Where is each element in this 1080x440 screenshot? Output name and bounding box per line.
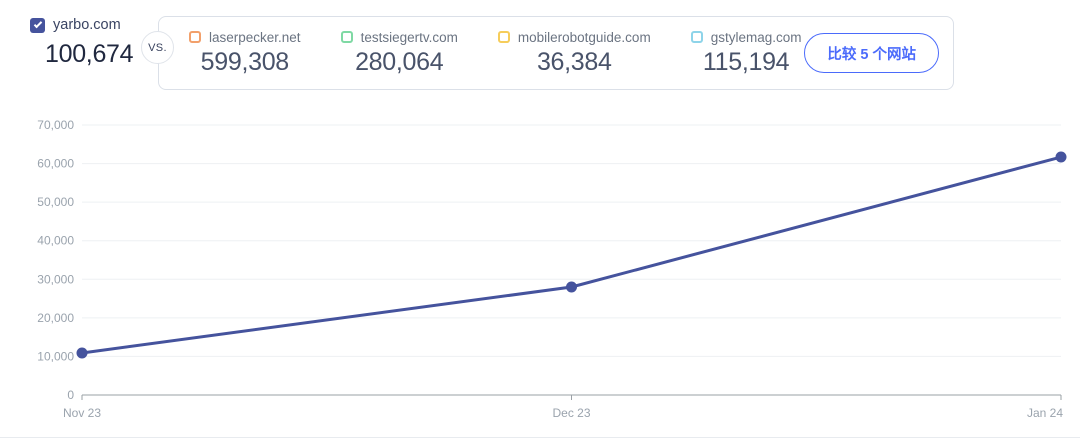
x-axis-tick-label: Dec 23 <box>552 406 590 420</box>
competitor-domain: gstylemag.com <box>710 29 802 45</box>
competitor-label-row: laserpecker.net <box>189 30 301 45</box>
vs-badge: VS. <box>141 31 174 64</box>
y-axis-tick-label: 40,000 <box>37 234 74 248</box>
primary-site-domain: yarbo.com <box>53 17 121 33</box>
series-line-yarbo.com <box>80 155 1063 355</box>
y-axis-tick-label: 20,000 <box>37 311 74 325</box>
competitor-domain: testsiegertv.com <box>360 29 458 45</box>
data-point[interactable] <box>76 347 88 359</box>
competitor-testsiegertv.com: testsiegertv.com 280,064 <box>340 29 458 77</box>
compare-button[interactable]: 比较 5 个网站 <box>804 33 939 73</box>
data-point[interactable] <box>566 281 577 293</box>
competitor-value: 115,194 <box>702 47 790 76</box>
competitor-value: 36,384 <box>536 47 612 76</box>
competitor-value: 280,064 <box>355 47 444 76</box>
y-axis-tick-label: 60,000 <box>37 157 74 171</box>
y-axis-tick-label: 70,000 <box>37 118 74 132</box>
competitor-laserpecker.net: laserpecker.net 599,308 <box>189 30 301 77</box>
primary-site-label-row: yarbo.com <box>30 17 133 33</box>
competitor-domain: mobilerobotguide.com <box>517 29 651 45</box>
primary-site-checkbox[interactable] <box>30 17 45 33</box>
x-axis-tick-label: Jan 24 <box>1027 406 1063 420</box>
competitor-gstylemag.com: gstylemag.com 115,194 <box>690 29 802 77</box>
competitor-label-row: testsiegertv.com <box>340 29 458 45</box>
competitor-value: 599,308 <box>200 47 290 76</box>
x-axis-tick-label: Nov 23 <box>63 406 101 420</box>
competitor-checkbox[interactable] <box>189 31 201 43</box>
competitor-list: laserpecker.net 599,308 testsiegertv.com 28… <box>189 30 801 77</box>
bottom-divider <box>0 437 1080 438</box>
competitor-checkbox[interactable] <box>690 31 703 43</box>
y-axis-tick-label: 50,000 <box>37 195 74 209</box>
competitor-checkbox[interactable] <box>340 31 353 43</box>
competitor-domain: laserpecker.net <box>209 29 301 45</box>
competitor-label-row: mobilerobotguide.com <box>497 29 651 45</box>
primary-site: yarbo.com 100,674 <box>30 17 134 69</box>
y-axis-tick-label: 10,000 <box>37 349 74 363</box>
competitor-checkbox[interactable] <box>497 31 510 43</box>
y-axis-tick-label: 0 <box>67 388 74 402</box>
data-point[interactable] <box>1055 151 1067 163</box>
primary-site-value: 100,674 <box>45 40 134 68</box>
comparison-box: laserpecker.net 599,308 testsiegertv.com 28… <box>158 16 954 90</box>
competitor-label-row: gstylemag.com <box>690 29 802 45</box>
competitor-mobilerobotguide.com: mobilerobotguide.com 36,384 <box>497 29 651 77</box>
traffic-chart: 0 10,000 20,000 30,000 40,000 50,000 60,000 70,… <box>37 118 1067 420</box>
y-axis-tick-label: 30,000 <box>37 272 74 286</box>
checkmark-icon <box>33 19 42 29</box>
